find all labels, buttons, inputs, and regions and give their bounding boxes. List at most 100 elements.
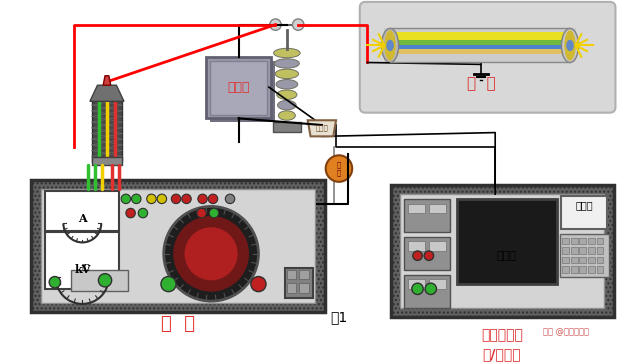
Text: 小分: 小分 [82, 264, 90, 270]
Circle shape [172, 194, 180, 203]
Bar [571, 266, 577, 273]
Bar [385, 28, 575, 63]
Polygon shape [90, 85, 124, 101]
Circle shape [209, 208, 219, 218]
Text: kV: kV [74, 264, 90, 276]
Bar [559, 234, 609, 277]
Circle shape [270, 19, 281, 30]
Bar [563, 238, 569, 244]
Bar [41, 189, 316, 303]
Bar [563, 257, 569, 263]
Bar [563, 247, 569, 254]
Bar [563, 266, 569, 273]
Ellipse shape [276, 80, 298, 89]
Circle shape [413, 251, 422, 260]
Bar [408, 241, 425, 251]
Circle shape [138, 208, 148, 218]
Circle shape [126, 208, 135, 218]
Bar [404, 237, 450, 270]
Bar [396, 49, 564, 54]
Bar [45, 191, 119, 231]
Bar [210, 60, 275, 122]
Bar [396, 40, 564, 44]
Circle shape [182, 194, 191, 203]
Circle shape [99, 274, 111, 287]
Bar [210, 60, 267, 115]
Circle shape [225, 194, 235, 203]
Circle shape [121, 194, 131, 203]
Bar [285, 268, 314, 298]
Bar [458, 199, 557, 284]
Bar [391, 185, 614, 317]
Text: 头条 @电气微社区: 头条 @电气微社区 [543, 327, 589, 336]
Ellipse shape [564, 30, 575, 60]
Bar [404, 274, 450, 308]
Text: 图1: 图1 [330, 310, 348, 324]
Bar [579, 257, 586, 263]
Bar [92, 99, 122, 161]
Bar [596, 257, 603, 263]
Text: 电  缆: 电 缆 [467, 76, 495, 91]
Bar [396, 44, 564, 49]
Bar [31, 180, 324, 312]
Circle shape [292, 19, 304, 30]
Polygon shape [103, 76, 111, 85]
Bar [273, 122, 301, 132]
Bar [396, 32, 564, 40]
Bar [429, 203, 446, 213]
Ellipse shape [566, 40, 574, 51]
Bar [92, 157, 122, 165]
Circle shape [197, 208, 206, 218]
Bar [579, 266, 586, 273]
Bar [429, 279, 446, 289]
Circle shape [425, 283, 436, 294]
Text: 电
感: 电 感 [337, 162, 341, 176]
Bar [408, 279, 425, 289]
Ellipse shape [273, 48, 300, 58]
Circle shape [164, 206, 259, 301]
Bar [588, 257, 595, 263]
Ellipse shape [276, 90, 297, 99]
Circle shape [49, 277, 61, 288]
Circle shape [132, 194, 141, 203]
Circle shape [198, 194, 207, 203]
Circle shape [184, 227, 237, 280]
Circle shape [424, 251, 434, 260]
Text: 打印机: 打印机 [575, 201, 593, 210]
Bar [588, 266, 595, 273]
Circle shape [251, 277, 266, 292]
Ellipse shape [561, 28, 579, 63]
Bar [429, 241, 446, 251]
Bar [588, 247, 595, 254]
Bar [287, 283, 296, 293]
Bar [45, 232, 119, 289]
Text: 显示器: 显示器 [497, 251, 516, 261]
Circle shape [161, 277, 176, 292]
Text: 脉冲信号发
射/接收器: 脉冲信号发 射/接收器 [481, 329, 523, 361]
Bar [579, 247, 586, 254]
Text: 电容器: 电容器 [227, 80, 250, 94]
Bar [596, 247, 603, 254]
Circle shape [412, 283, 423, 294]
Bar [596, 266, 603, 273]
Ellipse shape [381, 28, 399, 63]
Ellipse shape [387, 40, 394, 51]
Ellipse shape [275, 59, 300, 68]
Bar [596, 238, 603, 244]
Ellipse shape [278, 100, 296, 110]
Bar [408, 203, 425, 213]
Bar [561, 196, 607, 229]
Circle shape [157, 194, 166, 203]
Bar [206, 57, 271, 118]
Bar [404, 199, 450, 232]
Circle shape [326, 155, 352, 182]
Bar [299, 283, 308, 293]
FancyBboxPatch shape [360, 2, 616, 113]
Bar [71, 270, 128, 291]
Circle shape [208, 194, 218, 203]
Bar [401, 194, 604, 308]
Ellipse shape [278, 111, 295, 120]
Bar [571, 247, 577, 254]
Circle shape [147, 194, 156, 203]
Text: 主  机: 主 机 [161, 315, 195, 333]
